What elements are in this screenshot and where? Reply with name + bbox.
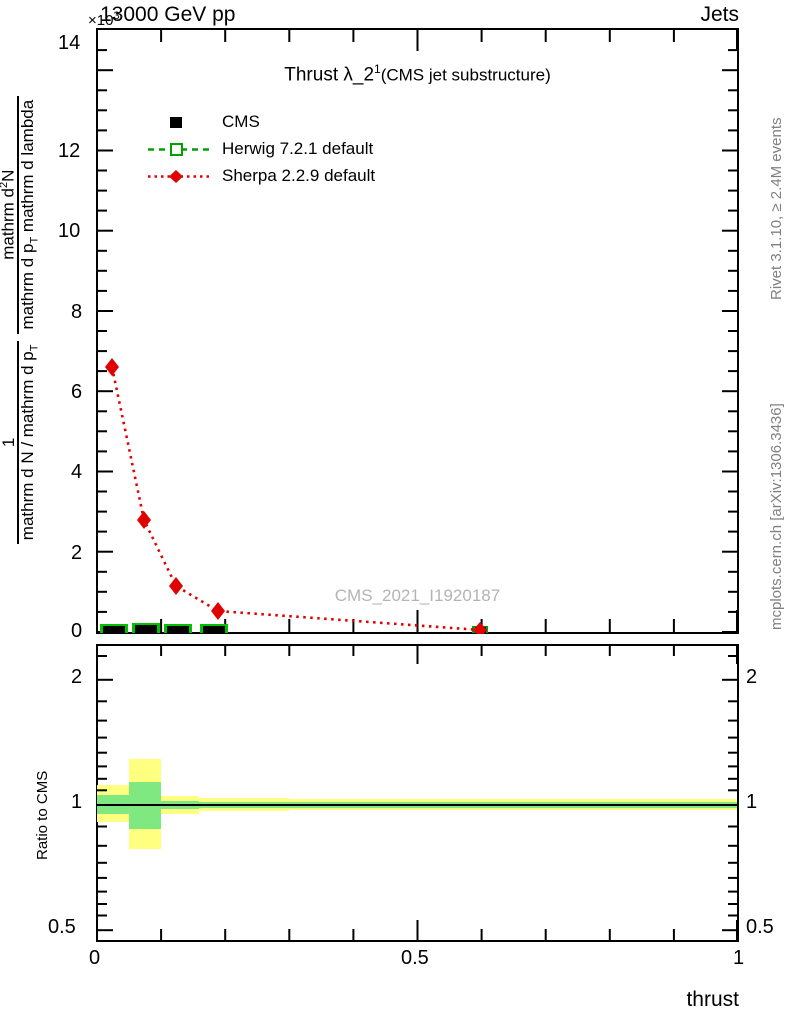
ratio-y-major-ticks-right: [722, 678, 738, 932]
y-axis-outer-numerator: 1: [0, 437, 18, 448]
sherpa-marker-icon: [148, 168, 210, 184]
y-axis-inner-denominator: mathrm d pT mathrm d lambda: [17, 95, 41, 334]
mcplots-attribution-label: mcplots.cern.ch [arXiv:1306.3436]: [768, 403, 785, 630]
scale-prefix: ×10: [88, 12, 114, 29]
ratio-y-tick-label-1-right: 1: [746, 791, 758, 813]
y-tick-label-2: 2: [71, 542, 83, 564]
x-tick-label-1: 1: [733, 947, 745, 969]
y-axis-inner-fraction: mathrm d2N mathrm d pT mathrm d lambda: [0, 95, 41, 334]
main-plot-canvas: [96, 29, 738, 634]
y-axis-inner-num-post: N: [0, 169, 18, 182]
y-axis-inner-den-pre: mathrm d p: [18, 243, 38, 330]
plot-title: Thrust λ_21(CMS jet substructure): [96, 62, 739, 86]
y-tick-label-14: 14: [58, 32, 81, 54]
y-axis-minor-ticks-left: [97, 49, 107, 613]
y-tick-label-4: 4: [71, 461, 83, 483]
ratio-y-tick-label-2-right: 2: [746, 666, 758, 688]
y-axis-major-ticks-right: [722, 69, 738, 633]
y-axis-inner-den-sub: T: [28, 236, 41, 244]
y-axis-outer-fraction: 1 mathrm d N / mathrm d pT: [0, 340, 41, 545]
y-axis-outer-den-sub: T: [28, 344, 41, 352]
ratio-y-axis-label: Ratio to CMS: [34, 770, 51, 860]
legend-entry-sherpa[interactable]: Sherpa 2.2.9 default: [148, 162, 375, 189]
y-tick-label-12: 12: [58, 140, 81, 162]
x-tick-label-0: 0: [89, 947, 101, 969]
y-tick-label-10: 10: [58, 220, 81, 242]
y-axis-inner-numerator: mathrm d2N: [0, 166, 18, 264]
ratio-y-major-ticks-left: [97, 678, 113, 932]
y-axis-inner-num-pre: mathrm d: [0, 187, 18, 260]
ratio-y-tick-label-1-left: 1: [71, 791, 83, 813]
x-axis-ticks-top: [96, 29, 738, 51]
ratio-x-ticks-bottom: [96, 920, 738, 940]
cms-marker-icon: [148, 114, 210, 130]
y-axis-inner-num-sup: 2: [0, 182, 10, 188]
y-axis-inner-den-post: mathrm d lambda: [18, 99, 38, 237]
herwig-marker-icon: [148, 141, 210, 157]
y-tick-label-0: 0: [71, 620, 83, 642]
y-tick-label-8: 8: [71, 301, 83, 323]
sherpa-series-line: [110, 366, 481, 632]
ratio-y-tick-label-05-left: 0.5: [48, 916, 76, 938]
plot-title-superscript: 1: [374, 62, 381, 76]
ratio-x-ticks-top: [96, 645, 738, 664]
ratio-y-tick-label-2-left: 2: [71, 666, 83, 688]
y-axis-outer-denominator: mathrm d N / mathrm d pT: [16, 340, 41, 545]
ratio-plot-panel: [96, 644, 739, 942]
scale-exponent: 3: [113, 10, 120, 22]
y-tick-label-6: 6: [71, 381, 83, 403]
y-axis-minor-ticks-right: [728, 49, 738, 613]
legend-label-cms: CMS: [222, 111, 260, 131]
analysis-category-label: Jets: [700, 3, 739, 26]
x-axis-ticks-bottom: [96, 610, 738, 632]
herwig-series-main: [100, 623, 488, 633]
ratio-y-minor-ticks-right: [728, 655, 738, 917]
beam-energy-label: 13000 GeV pp: [100, 3, 236, 26]
rivet-version-label: Rivet 3.1.10, ≥ 2.4M events: [768, 117, 785, 301]
ratio-y-tick-label-05-right: 0.5: [746, 916, 774, 938]
sherpa-series-markers: [105, 358, 487, 634]
analysis-id-watermark: CMS_2021_I1920187: [334, 586, 501, 605]
legend-entry-herwig[interactable]: Herwig 7.2.1 default: [148, 135, 375, 162]
x-axis-label: thrust: [686, 988, 739, 1011]
plot-title-paren: (CMS jet substructure): [380, 65, 551, 85]
legend-entry-cms[interactable]: CMS: [148, 108, 375, 135]
y-axis-scale-exponent: ×103: [88, 10, 120, 29]
ratio-plot-canvas: [96, 645, 738, 940]
legend-label-sherpa: Sherpa 2.2.9 default: [222, 165, 376, 185]
plot-title-main: Thrust λ_2: [284, 64, 375, 86]
y-axis-outer-den-text: mathrm d N / mathrm d p: [17, 351, 37, 541]
legend: CMS Herwig 7.2.1 default Sherpa 2.2.9 de…: [148, 108, 375, 189]
ratio-y-minor-ticks-left: [97, 655, 107, 917]
legend-label-herwig: Herwig 7.2.1 default: [222, 138, 374, 158]
x-tick-label-05: 0.5: [401, 947, 429, 969]
